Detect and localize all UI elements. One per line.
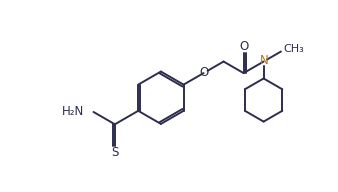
Text: CH₃: CH₃ xyxy=(283,44,304,54)
Text: O: O xyxy=(239,40,248,53)
Text: S: S xyxy=(111,146,119,159)
Text: H₂N: H₂N xyxy=(62,105,84,118)
Text: N: N xyxy=(260,54,269,67)
Text: O: O xyxy=(200,66,209,79)
